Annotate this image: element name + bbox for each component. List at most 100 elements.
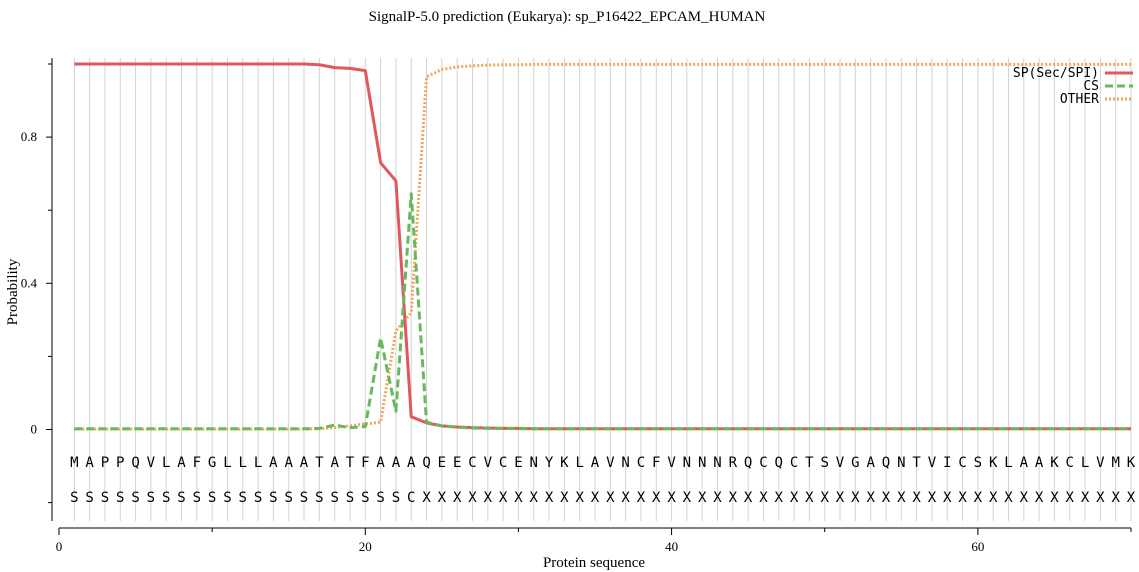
sequence-residue: Q bbox=[422, 455, 430, 471]
sequence-residue: N bbox=[897, 455, 905, 471]
annotation-label: X bbox=[820, 490, 829, 506]
annotation-label: S bbox=[376, 490, 384, 506]
sequence-residue: A bbox=[85, 455, 94, 471]
sequence-residue: V bbox=[928, 455, 937, 471]
sequence-residue: G bbox=[208, 455, 216, 471]
annotation-label: X bbox=[484, 490, 493, 506]
sequence-residue: N bbox=[698, 455, 706, 471]
sequence-residue: A bbox=[284, 455, 293, 471]
sequence-residue: A bbox=[1035, 455, 1044, 471]
legend-label: CS bbox=[1083, 79, 1099, 94]
annotation-label: X bbox=[775, 490, 784, 506]
sequence-residue: A bbox=[300, 455, 309, 471]
sequence-residue: R bbox=[729, 455, 738, 471]
annotation-label: S bbox=[193, 490, 201, 506]
annotation-label: X bbox=[1127, 490, 1136, 506]
series-line-other bbox=[74, 62, 1131, 431]
sequence-residue: T bbox=[315, 455, 324, 471]
annotation-label: S bbox=[131, 490, 139, 506]
sequence-residue: A bbox=[376, 455, 385, 471]
annotation-label: S bbox=[269, 490, 277, 506]
sequence-residue: L bbox=[254, 455, 262, 471]
sequence-residue: T bbox=[346, 455, 355, 471]
annotation-label: S bbox=[392, 490, 400, 506]
annotation-label: S bbox=[147, 490, 155, 506]
annotation-label: X bbox=[606, 490, 615, 506]
annotation-label: S bbox=[85, 490, 93, 506]
x-axis-ticks: 0 20 40 60 bbox=[56, 528, 1132, 554]
annotation-label: X bbox=[1035, 490, 1044, 506]
x-tick-label: 60 bbox=[971, 539, 984, 554]
sequence-residue: Y bbox=[545, 455, 554, 471]
sequence-residue: A bbox=[392, 455, 401, 471]
sequence-residue: M bbox=[1111, 455, 1119, 471]
sequence-residue: K bbox=[989, 455, 998, 471]
annotation-label: S bbox=[223, 490, 231, 506]
sequence-residue: C bbox=[958, 455, 966, 471]
x-tick-label: 0 bbox=[56, 539, 63, 554]
series-lines bbox=[74, 62, 1131, 431]
annotation-label: S bbox=[361, 490, 369, 506]
annotation-label: X bbox=[1081, 490, 1090, 506]
annotation-label: X bbox=[974, 490, 983, 506]
y-tick-label: 0.4 bbox=[21, 275, 38, 290]
annotation-label: X bbox=[621, 490, 630, 506]
sequence-residue: Q bbox=[744, 455, 752, 471]
sequence-residue: L bbox=[1004, 455, 1012, 471]
annotation-label: X bbox=[499, 490, 508, 506]
annotation-label: X bbox=[805, 490, 814, 506]
annotation-label: X bbox=[637, 490, 646, 506]
annotation-label: X bbox=[530, 490, 539, 506]
annotation-label: S bbox=[254, 490, 262, 506]
sequence-residue: L bbox=[1081, 455, 1089, 471]
annotation-label: S bbox=[177, 490, 185, 506]
annotation-label: S bbox=[284, 490, 292, 506]
annotation-label: X bbox=[468, 490, 477, 506]
annotation-label: X bbox=[514, 490, 523, 506]
sequence-residue: N bbox=[621, 455, 629, 471]
sequence-residue: F bbox=[652, 455, 660, 471]
annotation-label: X bbox=[836, 490, 845, 506]
y-axis-ticks: 0 0.4 0.8 bbox=[21, 63, 52, 504]
sequence-residue: A bbox=[407, 455, 416, 471]
annotation-label: S bbox=[315, 490, 323, 506]
x-axis-label: Protein sequence bbox=[543, 555, 645, 571]
sequence-residue: N bbox=[683, 455, 691, 471]
x-tick-label: 20 bbox=[359, 539, 372, 554]
annotation-label: X bbox=[943, 490, 952, 506]
sequence-residue: V bbox=[147, 455, 156, 471]
sequence-residue: A bbox=[177, 455, 186, 471]
sequence-residue: A bbox=[330, 455, 339, 471]
annotation-label: C bbox=[407, 490, 415, 506]
sequence-residue: E bbox=[453, 455, 461, 471]
residue-grid bbox=[73, 58, 1132, 521]
sequence-residue: L bbox=[575, 455, 583, 471]
annotation-label: X bbox=[1066, 490, 1075, 506]
annotation-label: X bbox=[928, 490, 937, 506]
sequence-residue: P bbox=[116, 455, 124, 471]
y-tick-label: 0 bbox=[31, 422, 38, 437]
annotation-label: X bbox=[1004, 490, 1013, 506]
annotation-label: X bbox=[1050, 490, 1059, 506]
annotation-label: X bbox=[1111, 490, 1120, 506]
annotation-label: X bbox=[851, 490, 860, 506]
sequence-residue: V bbox=[1096, 455, 1105, 471]
annotation-label: X bbox=[897, 490, 906, 506]
annotation-label: S bbox=[346, 490, 354, 506]
annotation-label: X bbox=[1096, 490, 1105, 506]
annotation-label: S bbox=[116, 490, 124, 506]
annotation-label: X bbox=[698, 490, 707, 506]
annotation-label: S bbox=[208, 490, 216, 506]
annotation-label: X bbox=[759, 490, 768, 506]
annotation-label: S bbox=[300, 490, 308, 506]
annotation-label: X bbox=[989, 490, 998, 506]
sequence-residue: K bbox=[560, 455, 569, 471]
y-axis-label: Probability bbox=[5, 258, 21, 325]
annotation-label: X bbox=[713, 490, 722, 506]
chart-title: SignalP-5.0 prediction (Eukarya): sp_P16… bbox=[369, 9, 766, 25]
sequence-residue: C bbox=[1066, 455, 1074, 471]
sequence-residue: A bbox=[591, 455, 600, 471]
sequence-residue: A bbox=[1020, 455, 1029, 471]
